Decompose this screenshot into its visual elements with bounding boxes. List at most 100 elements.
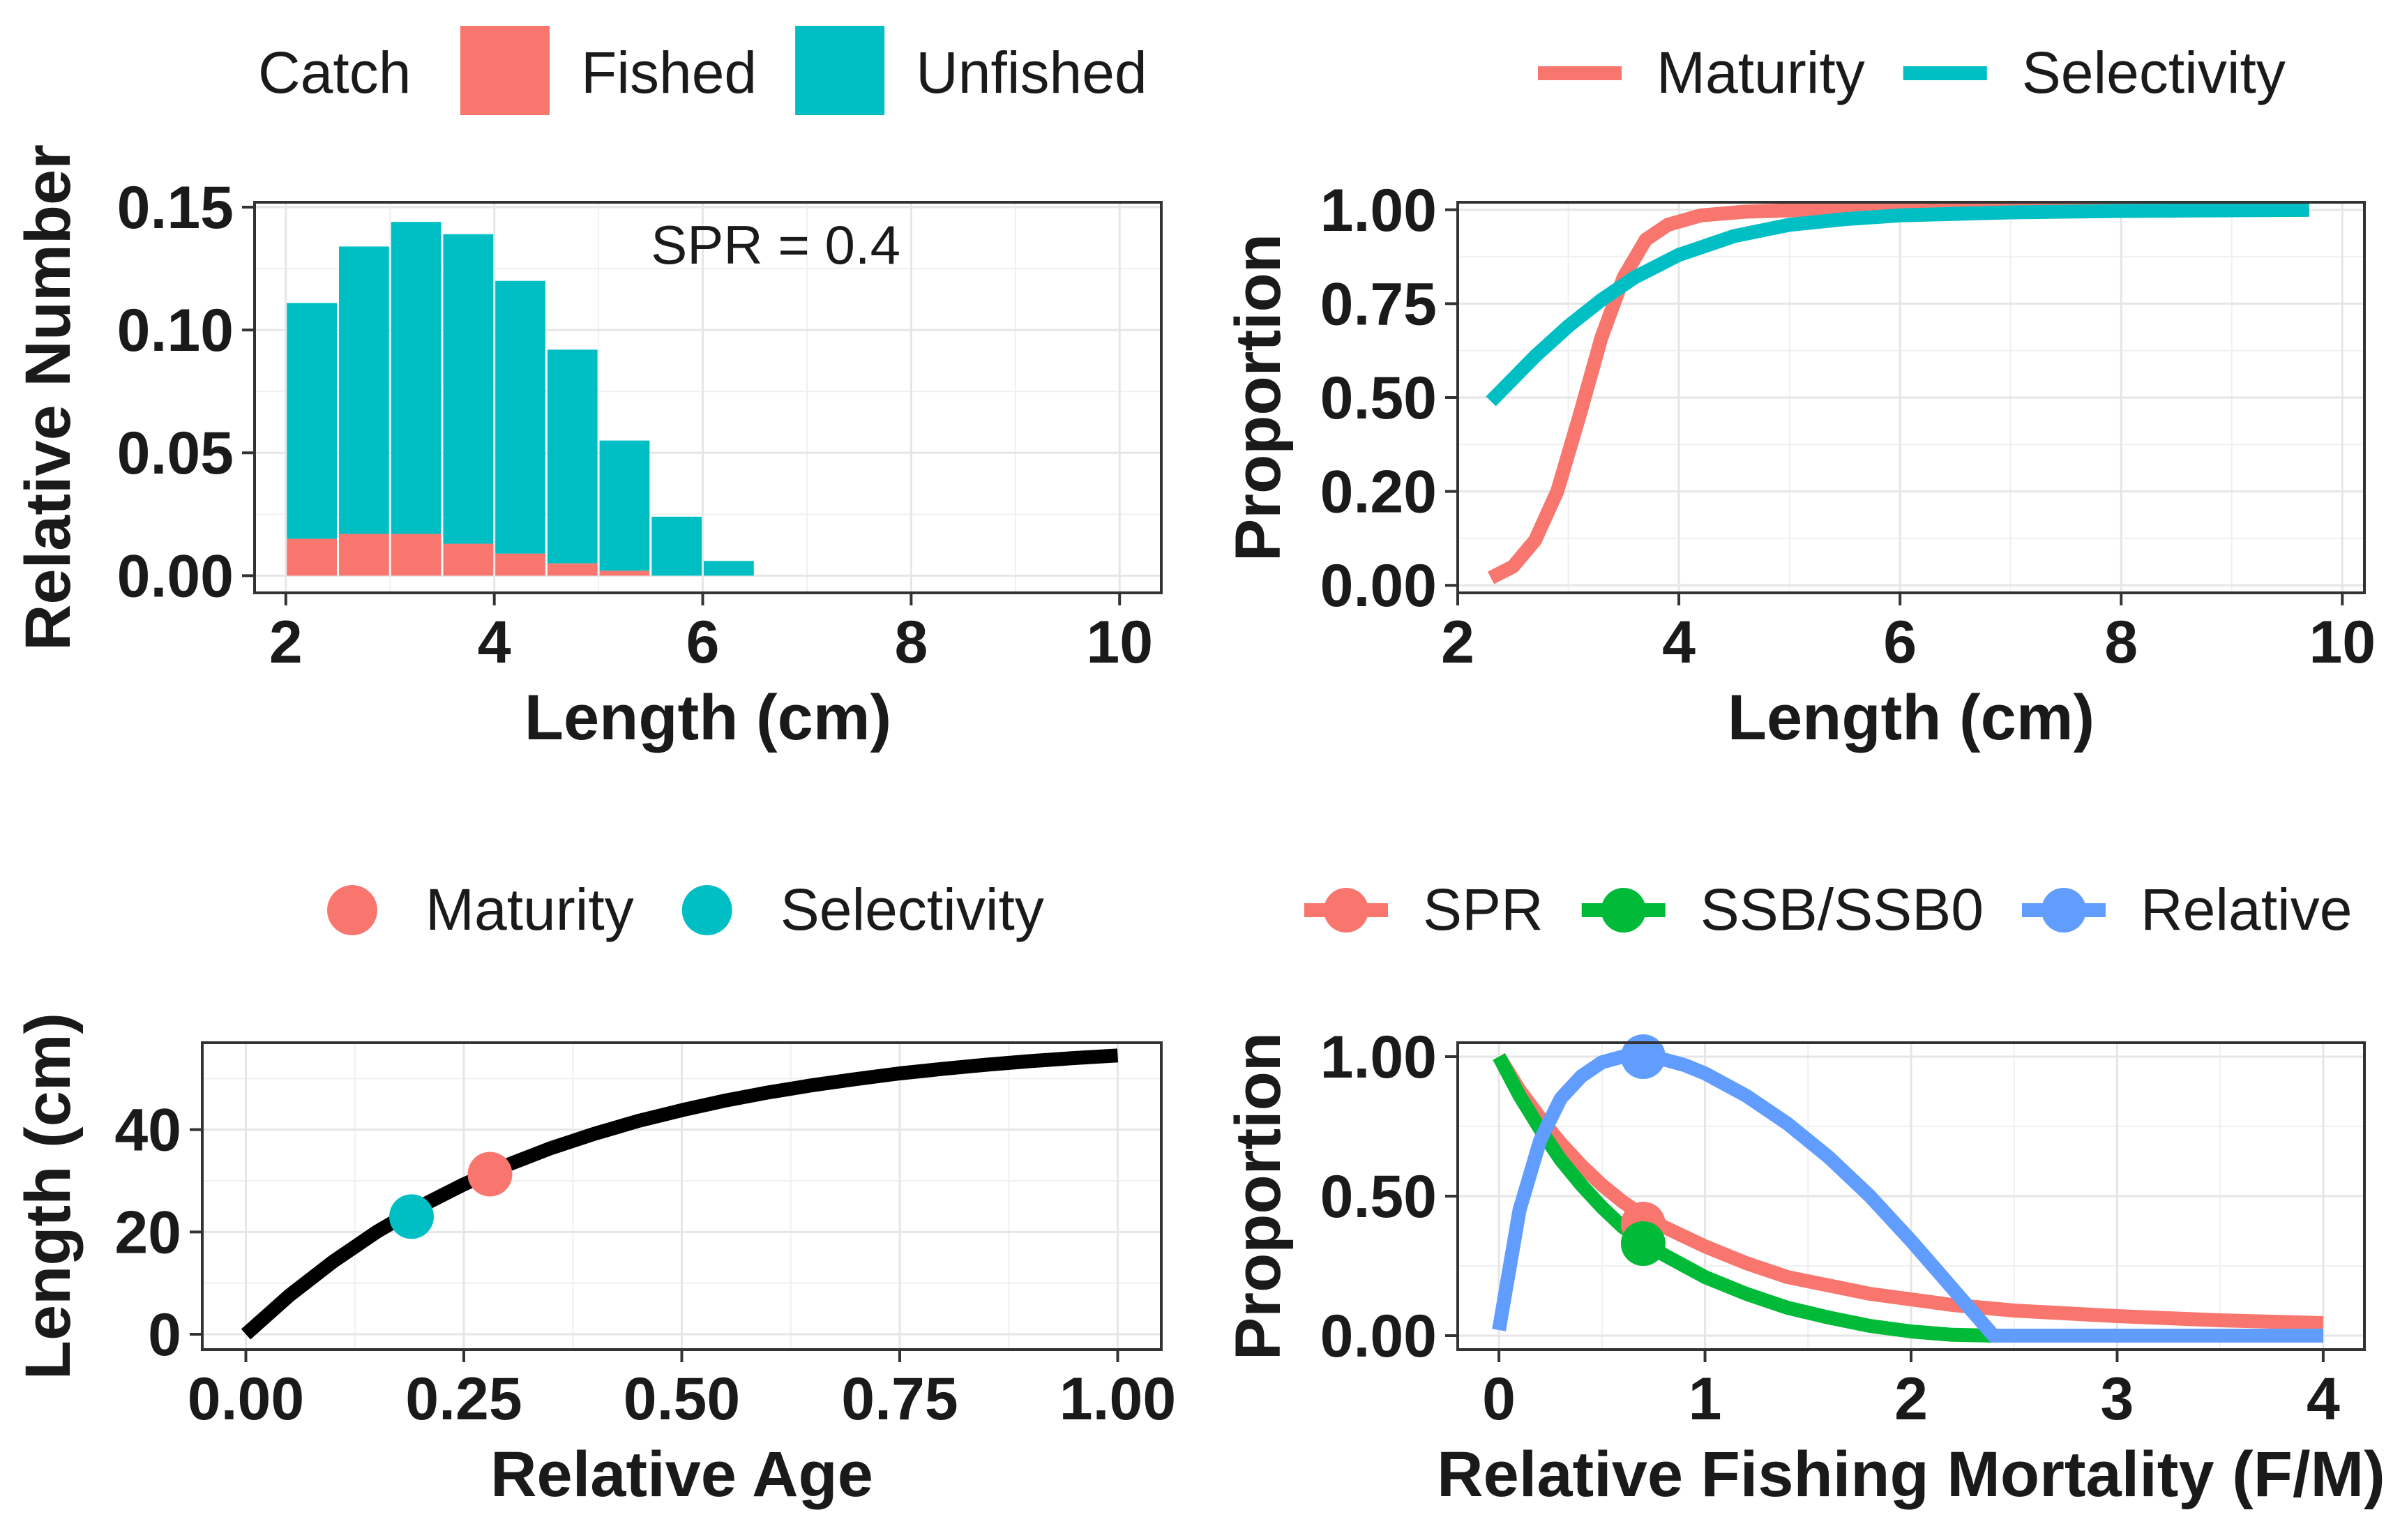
bar-fished (443, 543, 494, 576)
point-relative (1620, 1034, 1666, 1079)
x-axis-title: Length (cm) (1728, 682, 2095, 753)
bar-unfished (391, 222, 441, 534)
y-tick-label: 0.50 (1320, 365, 1437, 432)
ogives-data (1486, 202, 2309, 584)
bar-fished (547, 563, 598, 576)
bar-unfished (339, 246, 389, 534)
x-tick-label: 1 (1689, 1366, 1722, 1433)
catch-plot-border (253, 201, 1163, 594)
y-axis-title: Length (cm) (13, 1013, 84, 1380)
x-tick-label: 0.75 (841, 1366, 958, 1433)
bar-fished (495, 553, 545, 576)
legend-label-fished: Fished (581, 40, 757, 105)
legend-label-selectivity: Selectivity (2022, 40, 2286, 105)
y-tick-label: 40 (114, 1097, 181, 1164)
growth-panel: 0.00 0.25 0.50 0.75 1.00 0 20 40 Relative Age Len… (13, 877, 1176, 1510)
x-tick-label: 4 (2307, 1366, 2340, 1433)
legend-label-maturity: Maturity (425, 877, 634, 942)
y-axis-title: Proportion (1223, 1032, 1294, 1360)
yield-legend: SPR SSB/SSB0 Relative (1304, 877, 2352, 942)
y-tick-label: 1.00 (1320, 177, 1437, 244)
catch-ticks: 2 4 6 8 10 0.00 0.05 0.10 0.15 (117, 174, 1153, 676)
bar-unfished (287, 303, 338, 539)
x-tick-label: 10 (1086, 609, 1153, 676)
growth-ticks: 0.00 0.25 0.50 0.75 1.00 0 20 40 (114, 1097, 1176, 1433)
bar-unfished (651, 516, 702, 576)
y-tick-label: 0.00 (1320, 552, 1437, 619)
growth-grid (202, 1043, 1161, 1350)
x-tick-label: 0 (1482, 1366, 1516, 1433)
yield-panel: 0 1 2 3 4 0.00 0.50 1.00 Relative Fishing Mortal… (1223, 877, 2385, 1510)
x-tick-label: 10 (2309, 609, 2376, 676)
bar-unfished (443, 234, 494, 544)
x-tick-label: 6 (1883, 609, 1917, 676)
bar-unfished (599, 440, 650, 571)
x-tick-label: 2 (1441, 609, 1474, 676)
x-tick-label: 2 (1894, 1366, 1928, 1433)
y-tick-label: 0.00 (117, 543, 234, 610)
legend-label-relative: Relative (2141, 877, 2352, 942)
y-axis-title: Proportion (1223, 234, 1294, 561)
legend-title: Catch (258, 40, 411, 105)
y-tick-label: 20 (114, 1199, 181, 1266)
catch-data (287, 222, 754, 576)
y-tick-label: 0.75 (1320, 271, 1437, 338)
x-tick-label: 8 (894, 609, 928, 676)
y-tick-label: 0.10 (117, 297, 234, 364)
yield-ticks: 0 1 2 3 4 0.00 0.50 1.00 (1320, 1024, 2340, 1433)
x-tick-label: 6 (686, 609, 720, 676)
legend-key-point-relative (2041, 888, 2086, 933)
bar-fished (391, 534, 441, 576)
y-tick-label: 1.00 (1320, 1024, 1437, 1091)
x-tick-label: 4 (478, 609, 511, 676)
bar-fished (599, 571, 650, 576)
y-tick-label: 0 (148, 1301, 181, 1368)
bar-fished (287, 538, 338, 576)
legend-label-unfished: Unfished (916, 40, 1147, 105)
x-axis-title: Relative Fishing Mortality (F/M) (1437, 1439, 2385, 1510)
y-tick-label: 0.00 (1320, 1303, 1437, 1370)
ogives-panel: 2 4 6 8 10 0.00 0.20 0.50 0.75 1.00 Length (cm) Pro… (1223, 40, 2376, 753)
legend-key-fished (460, 26, 550, 115)
ogives-legend: Maturity Selectivity (1538, 40, 2286, 105)
point-selectivity (389, 1194, 434, 1239)
legend-key-maturity (327, 885, 377, 935)
catch-panel: SPR = 0.4 2 4 6 8 10 0.00 0.05 0.10 0.15 Length (c… (13, 26, 1163, 753)
line-selectivity (1486, 202, 2309, 407)
legend-key-unfished (795, 26, 885, 115)
y-tick-label: 0.20 (1320, 459, 1437, 526)
x-tick-label: 1.00 (1059, 1366, 1176, 1433)
point-ssb-ssb0 (1620, 1221, 1666, 1266)
bar-fished (339, 534, 389, 576)
point-maturity (467, 1152, 513, 1197)
bar-unfished (495, 280, 545, 554)
growth-data (241, 1048, 1119, 1340)
catch-legend: Catch Fished Unfished (258, 26, 1147, 115)
legend-key-point-ssb-ssb0 (1601, 888, 1646, 933)
legend-key-selectivity (681, 885, 732, 935)
line-relative (1492, 1050, 2323, 1343)
x-axis-title: Length (cm) (524, 682, 891, 753)
x-tick-label: 0.25 (405, 1366, 522, 1433)
bar-unfished (547, 349, 598, 564)
ogives-grid (1456, 202, 2364, 593)
line-spr (1493, 1052, 2324, 1330)
line-ssb-ssb0 (1493, 1053, 2323, 1343)
legend-label-ssb-ssb0: SSB/SSB0 (1700, 877, 1984, 942)
yield-data (1492, 1034, 2324, 1343)
x-tick-label: 3 (2101, 1366, 2134, 1433)
y-axis-title: Relative Number (13, 144, 84, 651)
legend-key-point-spr (1324, 888, 1368, 933)
legend-label-spr: SPR (1423, 877, 1544, 942)
x-tick-label: 2 (269, 609, 303, 676)
x-tick-label: 8 (2104, 609, 2138, 676)
y-tick-label: 0.50 (1320, 1163, 1437, 1230)
x-axis-title: Relative Age (490, 1439, 873, 1510)
spr-annotation: SPR = 0.4 (651, 214, 900, 275)
y-tick-label: 0.15 (117, 174, 234, 241)
x-tick-label: 0.00 (188, 1366, 304, 1433)
legend-label-maturity: Maturity (1656, 40, 1865, 105)
growth-legend: Maturity Selectivity (327, 877, 1044, 942)
y-tick-label: 0.05 (117, 420, 234, 487)
